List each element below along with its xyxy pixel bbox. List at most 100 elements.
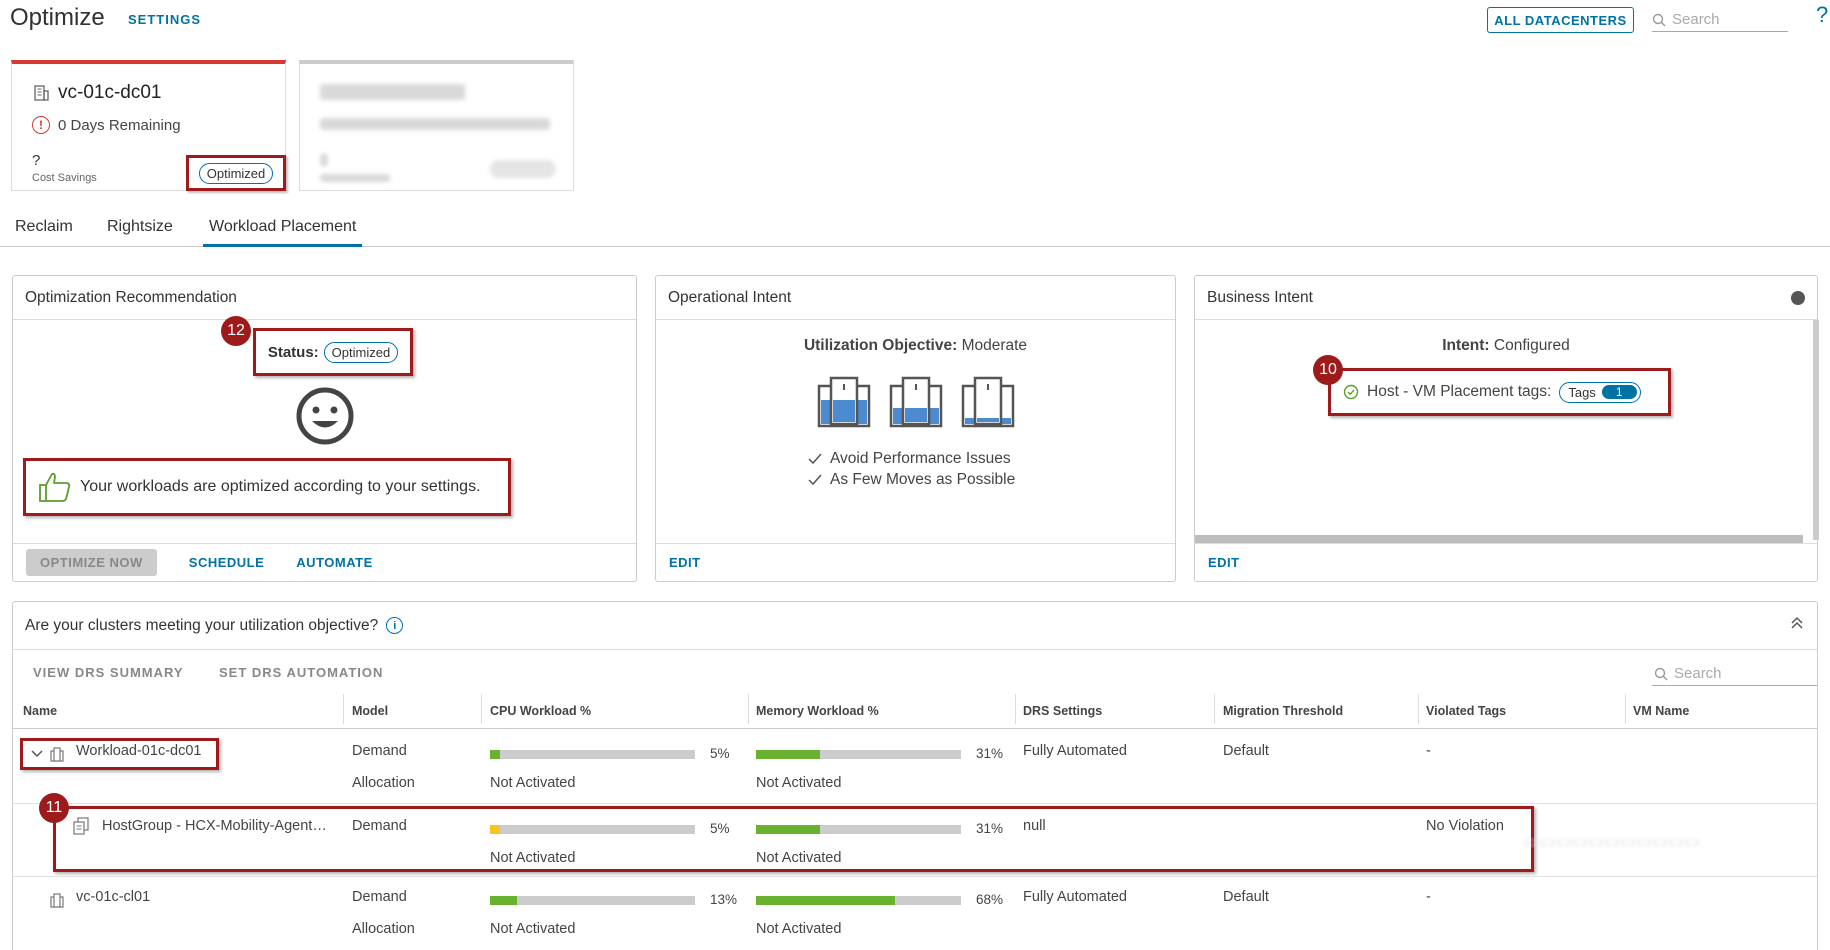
server-moderate-utilization-icon <box>889 376 943 428</box>
automate-button[interactable]: AUTOMATE <box>296 555 373 570</box>
blurred-label <box>320 174 390 182</box>
cpu-allocation-status: Not Activated <box>490 850 576 866</box>
panel-title: Operational Intent <box>656 276 1175 320</box>
info-icon[interactable]: i <box>386 617 404 634</box>
intent-checklist: Avoid Performance Issues As Few Moves as… <box>808 448 1015 490</box>
table-row[interactable]: 11 HostGroup - HCX-Mobility-Agent… Deman… <box>13 793 1817 876</box>
cluster-icon <box>50 747 64 762</box>
model-demand: Demand <box>352 743 407 759</box>
memory-workload-bar-fill <box>756 896 896 905</box>
tags-count-badge: 1 <box>1601 385 1637 399</box>
datacenter-card-vc-01c-dc01[interactable]: vc-01c-dc01 ! 0 Days Remaining ? Cost Sa… <box>11 60 286 191</box>
cluster-name[interactable]: Workload-01c-dc01 <box>76 743 202 759</box>
cpu-workload-bar-fill <box>490 825 501 834</box>
row-divider <box>13 876 1817 877</box>
search-icon <box>1654 667 1668 680</box>
memory-allocation-status: Not Activated <box>756 775 842 791</box>
callout-box-cluster-name <box>20 738 219 770</box>
top-search-input[interactable]: Search <box>1652 8 1788 32</box>
cost-savings-value: ? <box>32 152 41 169</box>
tab-rightsize[interactable]: Rightsize <box>107 218 173 235</box>
cluster-icon <box>50 893 64 908</box>
cpu-workload-percent: 5% <box>710 746 730 761</box>
drs-settings: Fully Automated <box>1023 743 1127 759</box>
memory-workload-bar <box>756 896 961 905</box>
horizontal-scrollbar[interactable] <box>1195 535 1803 543</box>
clusters-search-input[interactable]: Search <box>1652 662 1817 686</box>
memory-allocation-status: Not Activated <box>756 921 842 937</box>
host-group-icon <box>73 817 89 835</box>
intent-value: Configured <box>1493 337 1570 354</box>
panel-actions: EDIT <box>1195 543 1817 581</box>
callout-box-placement-tags: Host - VM Placement tags: Tags 1 <box>1328 368 1671 416</box>
server-low-utilization-icon <box>961 376 1015 428</box>
objective-label: Utilization Objective: <box>803 337 958 354</box>
column-header-memory[interactable]: Memory Workload % <box>756 704 879 718</box>
smiley-face-icon <box>296 387 354 445</box>
schedule-button[interactable]: SCHEDULE <box>188 555 265 570</box>
clusters-utilization-section: Are your clusters meeting your utilizati… <box>12 601 1818 950</box>
violated-tags: - <box>1426 889 1431 905</box>
table-row[interactable]: Workload-01c-dc01 Demand Allocation 5% N… <box>13 729 1817 803</box>
checklist-text: As Few Moves as Possible <box>830 471 1016 488</box>
host-group-name[interactable]: HostGroup - HCX-Mobility-Agent… <box>102 818 327 834</box>
cluster-name[interactable]: vc-01c-cl01 <box>76 889 151 905</box>
cpu-workload-bar-fill <box>490 750 501 759</box>
settings-link[interactable]: SETTINGS <box>128 12 202 27</box>
datacenter-name: vc-01c-dc01 <box>58 82 162 103</box>
os-watermark: ▭▭▭▭▭▭▭▭▭▭▭ <box>1523 832 1700 851</box>
edit-operational-intent-button[interactable]: EDIT <box>669 555 701 570</box>
column-header-drs[interactable]: DRS Settings <box>1023 704 1103 718</box>
drs-settings: Fully Automated <box>1023 889 1127 905</box>
clusters-toolbar: VIEW DRS SUMMARY SET DRS AUTOMATION Sear… <box>13 650 1817 694</box>
vertical-scrollbar[interactable] <box>1813 320 1819 540</box>
column-separator <box>1625 694 1626 724</box>
callout-number-10: 10 <box>1313 355 1343 385</box>
model-demand: Demand <box>352 889 407 905</box>
tab-workload-placement[interactable]: Workload Placement <box>203 218 363 247</box>
column-header-model[interactable]: Model <box>352 704 389 718</box>
datacenter-icon <box>34 85 49 101</box>
memory-workload-bar-fill <box>756 750 820 759</box>
cpu-workload-bar-fill <box>490 896 517 905</box>
cpu-workload-bar <box>490 825 695 834</box>
tab-reclaim[interactable]: Reclaim <box>15 218 73 235</box>
placement-tags-label: Host - VM Placement tags: <box>1367 383 1552 400</box>
migration-threshold: Default <box>1223 743 1269 759</box>
column-separator <box>481 694 482 724</box>
chevron-down-icon[interactable] <box>31 750 43 758</box>
panel-title: Optimization Recommendation <box>13 276 636 320</box>
table-row[interactable]: vc-01c-cl01 Demand Allocation 13% Not Ac… <box>13 877 1817 950</box>
column-separator <box>343 694 344 724</box>
column-separator <box>1214 694 1215 724</box>
edit-business-intent-button[interactable]: EDIT <box>1208 555 1240 570</box>
column-header-violated-tags[interactable]: Violated Tags <box>1426 704 1507 718</box>
column-header-cpu[interactable]: CPU Workload % <box>490 704 592 718</box>
cost-savings-label: Cost Savings <box>32 172 97 184</box>
callout-box-optimized-message: Your workloads are optimized according t… <box>23 458 511 516</box>
collapse-chevrons-icon[interactable] <box>1791 616 1803 630</box>
callout-box-optimized-badge: Optimized <box>186 155 286 191</box>
optimize-now-button[interactable]: OPTIMIZE NOW <box>26 549 157 576</box>
checklist-item: As Few Moves as Possible <box>808 469 1015 490</box>
table-header: Name Model CPU Workload % Memory Workloa… <box>13 694 1817 729</box>
set-drs-automation-button[interactable]: SET DRS AUTOMATION <box>219 665 384 680</box>
view-drs-summary-button[interactable]: VIEW DRS SUMMARY <box>33 665 184 680</box>
callout-box-host-group-row <box>53 806 1534 872</box>
objective-value: Moderate <box>961 337 1028 354</box>
tags-pill[interactable]: Tags 1 <box>1559 381 1641 403</box>
help-icon[interactable]: ? <box>1816 2 1829 27</box>
memory-workload-bar <box>756 825 961 834</box>
column-header-name[interactable]: Name <box>23 704 58 718</box>
section-title: Are your clusters meeting your utilizati… <box>25 616 379 634</box>
status-label: Status: <box>267 343 319 361</box>
status-badge: Optimized <box>323 341 399 363</box>
column-header-migration-threshold[interactable]: Migration Threshold <box>1223 704 1344 718</box>
tab-bar: Reclaim Rightsize Workload Placement <box>0 214 1830 247</box>
column-header-vm-name[interactable]: VM Name <box>1633 704 1690 718</box>
column-separator <box>1418 694 1419 724</box>
cpu-workload-percent: 5% <box>710 821 730 836</box>
violated-tags: No Violation <box>1426 818 1504 834</box>
all-datacenters-button[interactable]: ALL DATACENTERS <box>1487 7 1634 33</box>
datacenter-card-blurred[interactable] <box>299 60 574 191</box>
